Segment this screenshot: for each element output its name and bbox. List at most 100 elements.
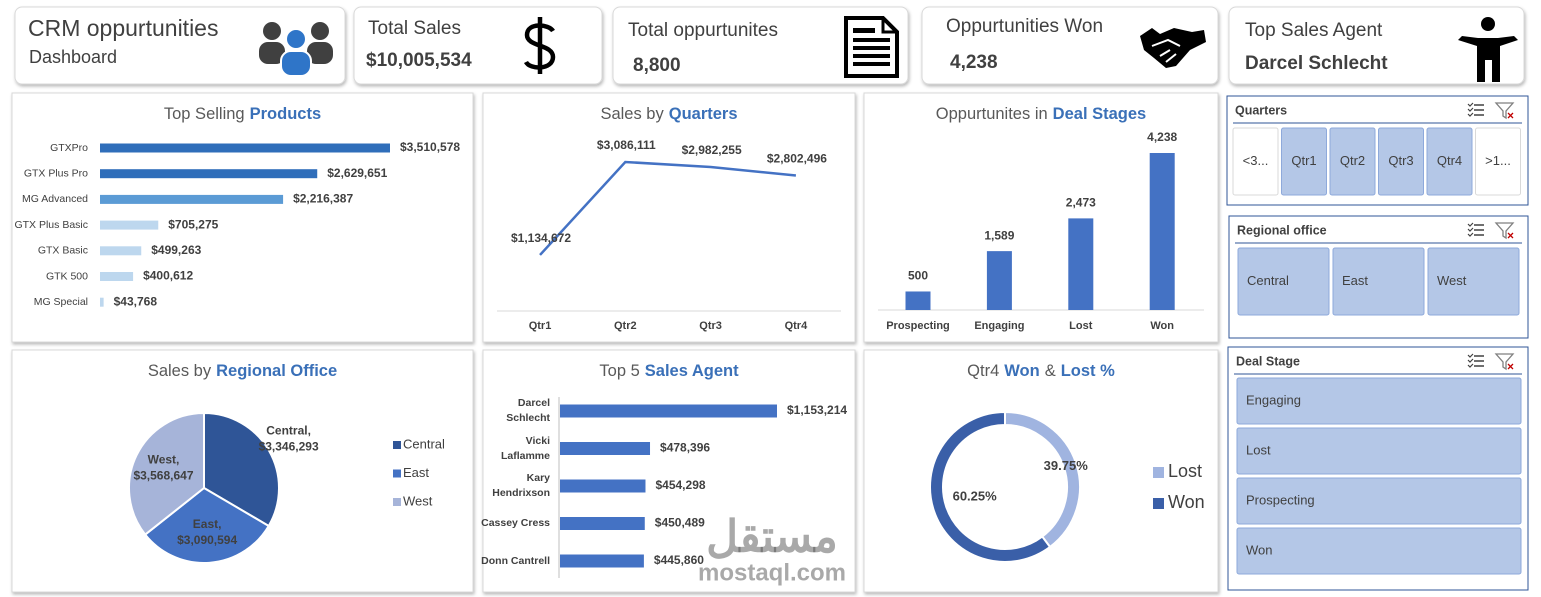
y-tick-label: GTK 500 <box>46 270 88 282</box>
slicer-item[interactable]: Prospecting <box>1236 477 1522 525</box>
y-tick-label: Vicki Laflamme <box>500 434 550 462</box>
pie-slice <box>203 411 280 528</box>
chart-title-part: Deal Stages <box>1053 105 1147 123</box>
chart-title-part: Quarters <box>669 105 738 123</box>
bar <box>560 517 645 530</box>
slicer-item[interactable]: <3... <box>1232 127 1279 196</box>
slicer-item-box[interactable] <box>1475 127 1521 196</box>
legend-swatch <box>393 498 401 506</box>
dashboard-title: CRM oppurtunities <box>28 15 218 41</box>
kpi-value: 4,238 <box>950 52 998 73</box>
slicer-item-label[interactable]: East <box>1342 273 1368 288</box>
chart-title: Top 5 Sales Agent <box>599 362 739 380</box>
chart-title-part: Lost % <box>1061 362 1115 380</box>
slicer-item[interactable]: Qtr2 <box>1329 127 1376 196</box>
slicer-item-label[interactable]: Qtr1 <box>1291 153 1316 168</box>
slicer-item[interactable]: East <box>1332 247 1425 316</box>
multi-select-button[interactable] <box>1467 353 1484 368</box>
data-label: 2,473 <box>1066 196 1096 210</box>
slicer-item-box[interactable] <box>1232 127 1279 196</box>
icon-x <box>1507 112 1514 119</box>
slicer-item[interactable]: Won <box>1236 527 1522 575</box>
slicer-item[interactable]: Qtr3 <box>1378 127 1424 196</box>
x-tick-label: Qtr2 <box>614 320 637 332</box>
slicer-item-box[interactable] <box>1236 527 1522 575</box>
slicer-item[interactable]: Central <box>1237 247 1330 316</box>
data-label: 1,589 <box>984 228 1014 242</box>
slicer-item-label[interactable]: Engaging <box>1246 392 1301 407</box>
watermark: مستقل <box>706 513 838 562</box>
slicer-item-label[interactable]: Qtr3 <box>1388 153 1413 168</box>
x-tick-label: Lost <box>1069 320 1093 332</box>
icon-funnel <box>1494 102 1515 120</box>
data-label: $450,489 <box>655 516 705 530</box>
slicer-item-box[interactable] <box>1236 477 1522 525</box>
data-label: $705,275 <box>168 217 218 231</box>
x-tick-label: Won <box>1150 320 1174 332</box>
slicer-item-box[interactable] <box>1427 247 1520 316</box>
icon-check <box>1467 363 1474 368</box>
slicer-item[interactable]: Qtr1 <box>1281 127 1327 196</box>
slicer-item-label[interactable]: Qtr4 <box>1437 153 1462 168</box>
chart-panel: Top Selling Products $3,510,578 GTXPro $2,62… <box>11 92 474 343</box>
chart-title: Top Selling Products <box>164 105 321 123</box>
bar <box>560 404 777 418</box>
chart-title: Oppurtunites in Deal Stages <box>936 105 1146 123</box>
slicer-item-label[interactable]: Won <box>1246 542 1273 557</box>
slicer-item-label[interactable]: <3... <box>1243 153 1269 168</box>
multi-select-button[interactable] <box>1467 222 1484 237</box>
y-tick-label: Donn Cantrell <box>481 554 550 567</box>
bar <box>100 220 159 230</box>
slicer-item-box[interactable] <box>1329 127 1376 196</box>
clear-filter-button[interactable] <box>1494 353 1515 371</box>
slicer-item-box[interactable] <box>1236 377 1522 425</box>
legend-swatch <box>1153 498 1164 509</box>
slicer-item[interactable]: Engaging <box>1236 377 1522 425</box>
slicer-item-box[interactable] <box>1378 127 1424 196</box>
chart-title-part: Top 5 <box>599 362 639 380</box>
kpi-cards: CRM oppurtunities Dashboard Total Sales $10… <box>14 6 1525 85</box>
x-tick-label: Qtr3 <box>699 320 722 332</box>
chart-title: Sales by Quarters <box>600 105 737 123</box>
clear-filter-button[interactable] <box>1494 102 1515 120</box>
slicer-item-label[interactable]: Central <box>1247 273 1289 288</box>
slicer-item-label[interactable]: West <box>1437 273 1467 288</box>
legend-swatch <box>393 441 401 449</box>
slicer-item-label[interactable]: Lost <box>1246 442 1271 457</box>
legend-label: West <box>403 493 433 508</box>
slicer-item-box[interactable] <box>1237 247 1330 316</box>
slicer-item[interactable]: >1... <box>1475 127 1521 196</box>
y-tick-label: GTX Plus Basic <box>14 219 88 231</box>
icon-check <box>1467 358 1474 363</box>
slicer-item-box[interactable] <box>1281 127 1327 196</box>
slicer-item[interactable]: Lost <box>1236 427 1522 475</box>
data-label: 39.75% <box>1044 458 1089 473</box>
multi-select-button[interactable] <box>1467 102 1484 117</box>
bar <box>560 479 646 493</box>
slicer-item-box[interactable] <box>1426 127 1473 196</box>
bar <box>100 246 142 256</box>
chart-title-part: Sales by <box>148 362 212 380</box>
data-label: $400,612 <box>143 269 193 283</box>
pie-slice <box>128 411 205 536</box>
x-tick-label: Qtr1 <box>529 320 552 332</box>
bar <box>100 272 134 281</box>
slicer-item[interactable]: West <box>1427 247 1520 316</box>
slicer-item-box[interactable] <box>1236 427 1522 475</box>
data-label: $454,298 <box>655 478 705 492</box>
clear-filter-button[interactable] <box>1494 222 1515 240</box>
slicer-item-box[interactable] <box>1332 247 1425 316</box>
bar <box>100 194 284 204</box>
slicer-item[interactable]: Qtr4 <box>1426 127 1473 196</box>
data-label: 4,238 <box>1147 130 1177 144</box>
slicer-item-label[interactable]: Qtr2 <box>1340 153 1365 168</box>
data-label: $445,860 <box>654 553 704 567</box>
chart-title-part: Sales Agent <box>645 362 739 380</box>
data-label: $3,086,111 <box>597 138 656 152</box>
slicer-item-label[interactable]: Prospecting <box>1246 492 1315 507</box>
slicer-title: Deal Stage <box>1236 354 1300 368</box>
slice-label-name: East, <box>193 517 222 531</box>
slicer-item-label[interactable]: >1... <box>1485 153 1511 168</box>
